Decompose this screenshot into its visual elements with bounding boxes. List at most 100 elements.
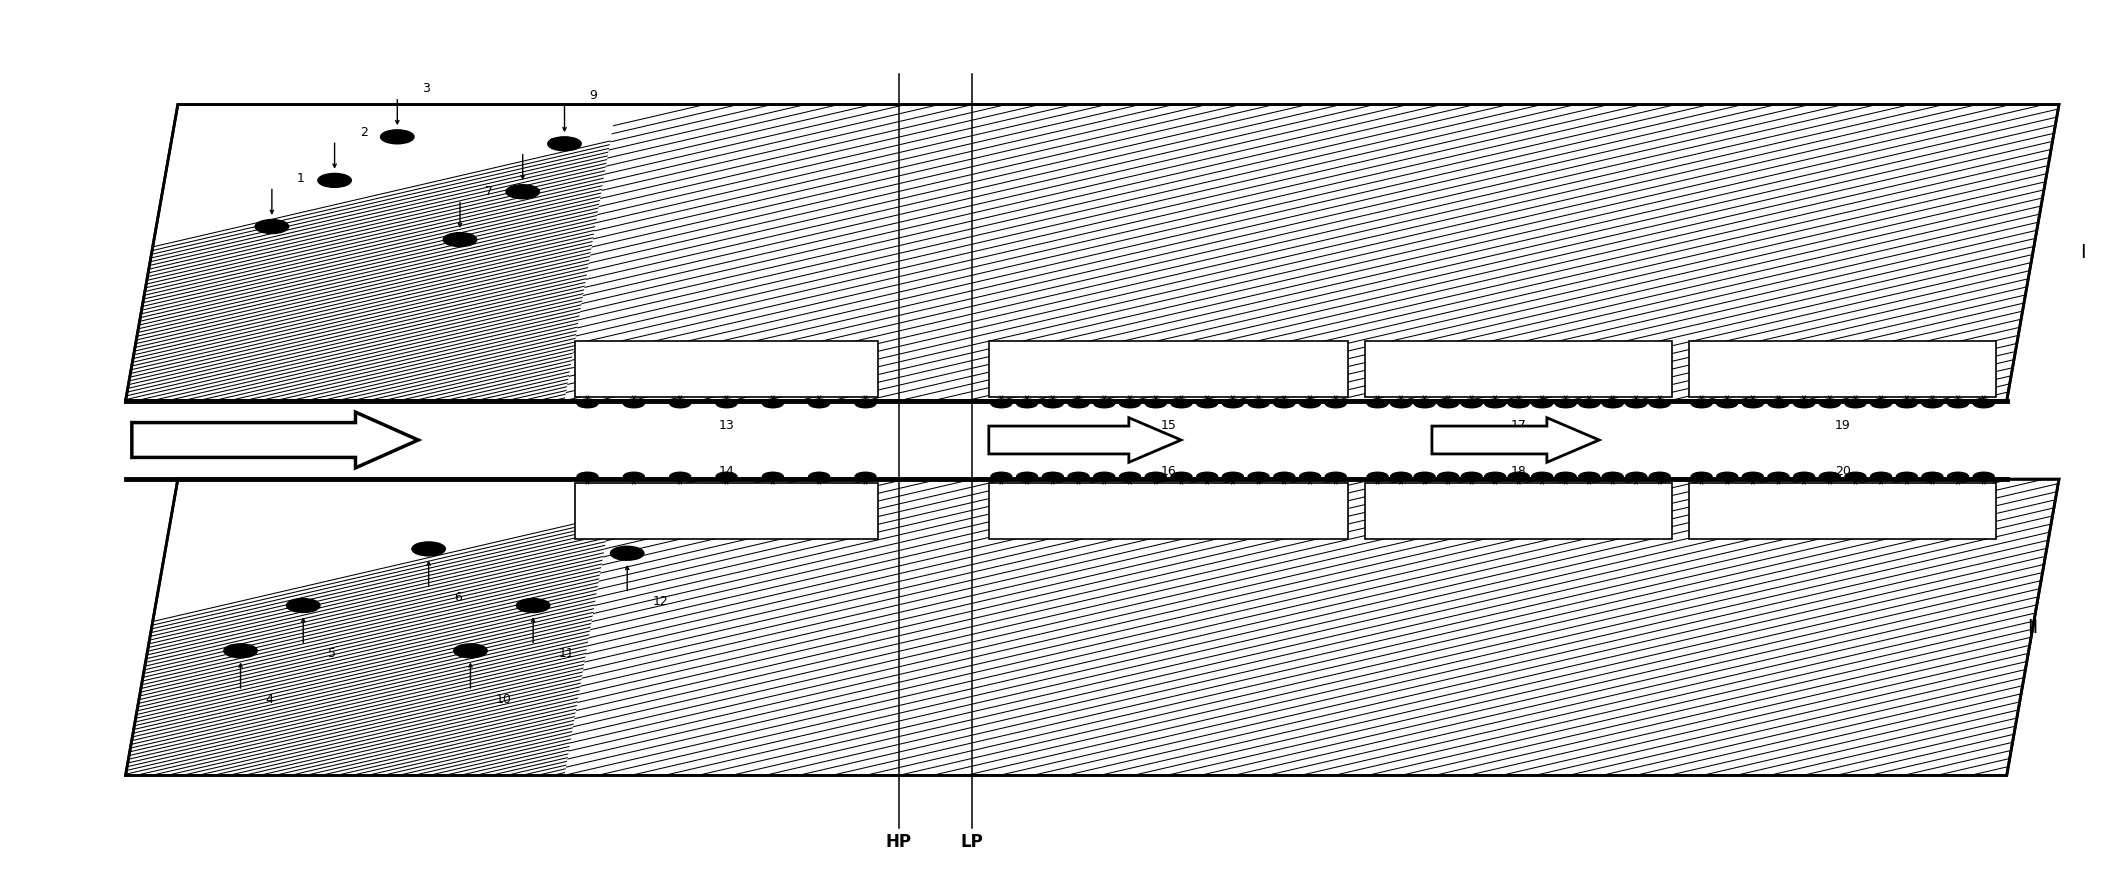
Bar bbox=[989, 483, 1347, 539]
Circle shape bbox=[1367, 473, 1388, 481]
Circle shape bbox=[715, 399, 736, 407]
Circle shape bbox=[1093, 399, 1114, 407]
Text: LP: LP bbox=[961, 833, 982, 852]
Polygon shape bbox=[989, 418, 1182, 462]
Text: 15: 15 bbox=[1161, 419, 1176, 432]
Circle shape bbox=[1579, 473, 1600, 481]
Text: 10: 10 bbox=[497, 693, 511, 706]
Circle shape bbox=[1649, 399, 1670, 407]
Circle shape bbox=[624, 399, 645, 407]
Circle shape bbox=[443, 232, 477, 246]
Circle shape bbox=[1485, 399, 1507, 407]
Circle shape bbox=[1120, 473, 1140, 481]
Circle shape bbox=[454, 644, 488, 657]
Circle shape bbox=[855, 399, 876, 407]
Text: 2: 2 bbox=[359, 126, 367, 138]
Circle shape bbox=[1462, 473, 1481, 481]
Circle shape bbox=[1462, 399, 1481, 407]
Circle shape bbox=[808, 399, 830, 407]
Circle shape bbox=[991, 399, 1012, 407]
Circle shape bbox=[1948, 473, 1969, 481]
Polygon shape bbox=[1432, 418, 1600, 462]
Polygon shape bbox=[132, 412, 418, 468]
Circle shape bbox=[1222, 399, 1243, 407]
Circle shape bbox=[1844, 399, 1865, 407]
Circle shape bbox=[1793, 399, 1814, 407]
Circle shape bbox=[1625, 473, 1647, 481]
Circle shape bbox=[505, 185, 539, 199]
Circle shape bbox=[1897, 473, 1916, 481]
Circle shape bbox=[1171, 399, 1193, 407]
Circle shape bbox=[1532, 473, 1553, 481]
Circle shape bbox=[1222, 473, 1243, 481]
Circle shape bbox=[1146, 473, 1167, 481]
Circle shape bbox=[1299, 399, 1320, 407]
Text: 3: 3 bbox=[422, 82, 431, 95]
Circle shape bbox=[1413, 399, 1434, 407]
Circle shape bbox=[1248, 473, 1269, 481]
Text: 17: 17 bbox=[1511, 419, 1526, 432]
Text: 1: 1 bbox=[297, 172, 306, 185]
Circle shape bbox=[671, 473, 690, 481]
Text: 6: 6 bbox=[454, 590, 463, 604]
Circle shape bbox=[1923, 473, 1944, 481]
Circle shape bbox=[223, 644, 257, 657]
Circle shape bbox=[1602, 473, 1623, 481]
Circle shape bbox=[1197, 473, 1218, 481]
Circle shape bbox=[1948, 399, 1969, 407]
Circle shape bbox=[1872, 399, 1891, 407]
Circle shape bbox=[1555, 473, 1577, 481]
Circle shape bbox=[1742, 473, 1763, 481]
Circle shape bbox=[1532, 399, 1553, 407]
Circle shape bbox=[991, 473, 1012, 481]
Text: II: II bbox=[2029, 618, 2039, 637]
Circle shape bbox=[1602, 399, 1623, 407]
Circle shape bbox=[286, 598, 320, 612]
Circle shape bbox=[1717, 399, 1738, 407]
Circle shape bbox=[1016, 399, 1038, 407]
Circle shape bbox=[1273, 473, 1294, 481]
Circle shape bbox=[1742, 399, 1763, 407]
Circle shape bbox=[1016, 473, 1038, 481]
Circle shape bbox=[1067, 473, 1089, 481]
Circle shape bbox=[1042, 473, 1063, 481]
Circle shape bbox=[1326, 399, 1345, 407]
Polygon shape bbox=[125, 480, 2058, 775]
Circle shape bbox=[1691, 399, 1712, 407]
Circle shape bbox=[1067, 399, 1089, 407]
Bar bbox=[1689, 483, 1997, 539]
Circle shape bbox=[1171, 473, 1193, 481]
Text: I: I bbox=[2080, 243, 2086, 262]
Circle shape bbox=[1555, 399, 1577, 407]
Circle shape bbox=[1872, 473, 1891, 481]
Circle shape bbox=[1923, 399, 1944, 407]
Text: 12: 12 bbox=[651, 595, 668, 608]
Circle shape bbox=[1691, 473, 1712, 481]
Bar bbox=[1689, 341, 1997, 397]
Circle shape bbox=[1299, 473, 1320, 481]
Circle shape bbox=[318, 173, 352, 187]
Text: 20: 20 bbox=[1836, 466, 1850, 479]
Bar bbox=[1364, 483, 1672, 539]
Text: 14: 14 bbox=[719, 466, 734, 479]
Circle shape bbox=[1367, 399, 1388, 407]
Circle shape bbox=[1042, 399, 1063, 407]
Circle shape bbox=[412, 542, 446, 556]
Text: 16: 16 bbox=[1161, 466, 1176, 479]
Circle shape bbox=[1819, 473, 1840, 481]
Circle shape bbox=[1509, 399, 1530, 407]
Circle shape bbox=[1413, 473, 1434, 481]
Text: 13: 13 bbox=[719, 419, 734, 432]
Circle shape bbox=[577, 399, 598, 407]
Circle shape bbox=[1897, 399, 1916, 407]
Circle shape bbox=[1146, 399, 1167, 407]
Circle shape bbox=[624, 473, 645, 481]
Circle shape bbox=[1717, 473, 1738, 481]
Circle shape bbox=[1649, 473, 1670, 481]
Circle shape bbox=[715, 473, 736, 481]
Circle shape bbox=[1439, 399, 1458, 407]
Text: 8: 8 bbox=[547, 137, 556, 150]
Circle shape bbox=[1973, 473, 1995, 481]
Text: 11: 11 bbox=[558, 648, 573, 660]
Circle shape bbox=[1326, 473, 1345, 481]
